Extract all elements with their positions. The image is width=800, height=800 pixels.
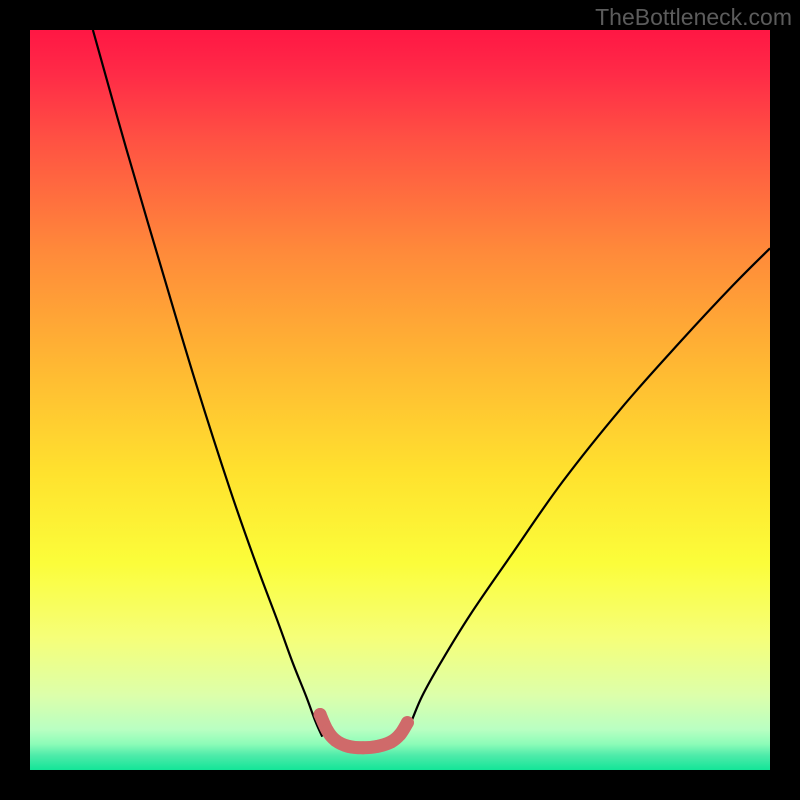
trough-marker-dot [394,728,407,741]
trough-marker-dot [342,740,355,753]
trough-marker-dot [401,716,414,729]
trough-marker-dot [329,734,342,747]
chart-frame [30,30,770,770]
trough-marker-dot [314,708,327,721]
trough-marker-dot [371,740,384,753]
watermark-text: TheBottleneck.com [595,4,792,31]
trough-marker-dot [357,741,370,754]
bottleneck-chart [30,30,770,770]
gradient-background [30,30,770,770]
